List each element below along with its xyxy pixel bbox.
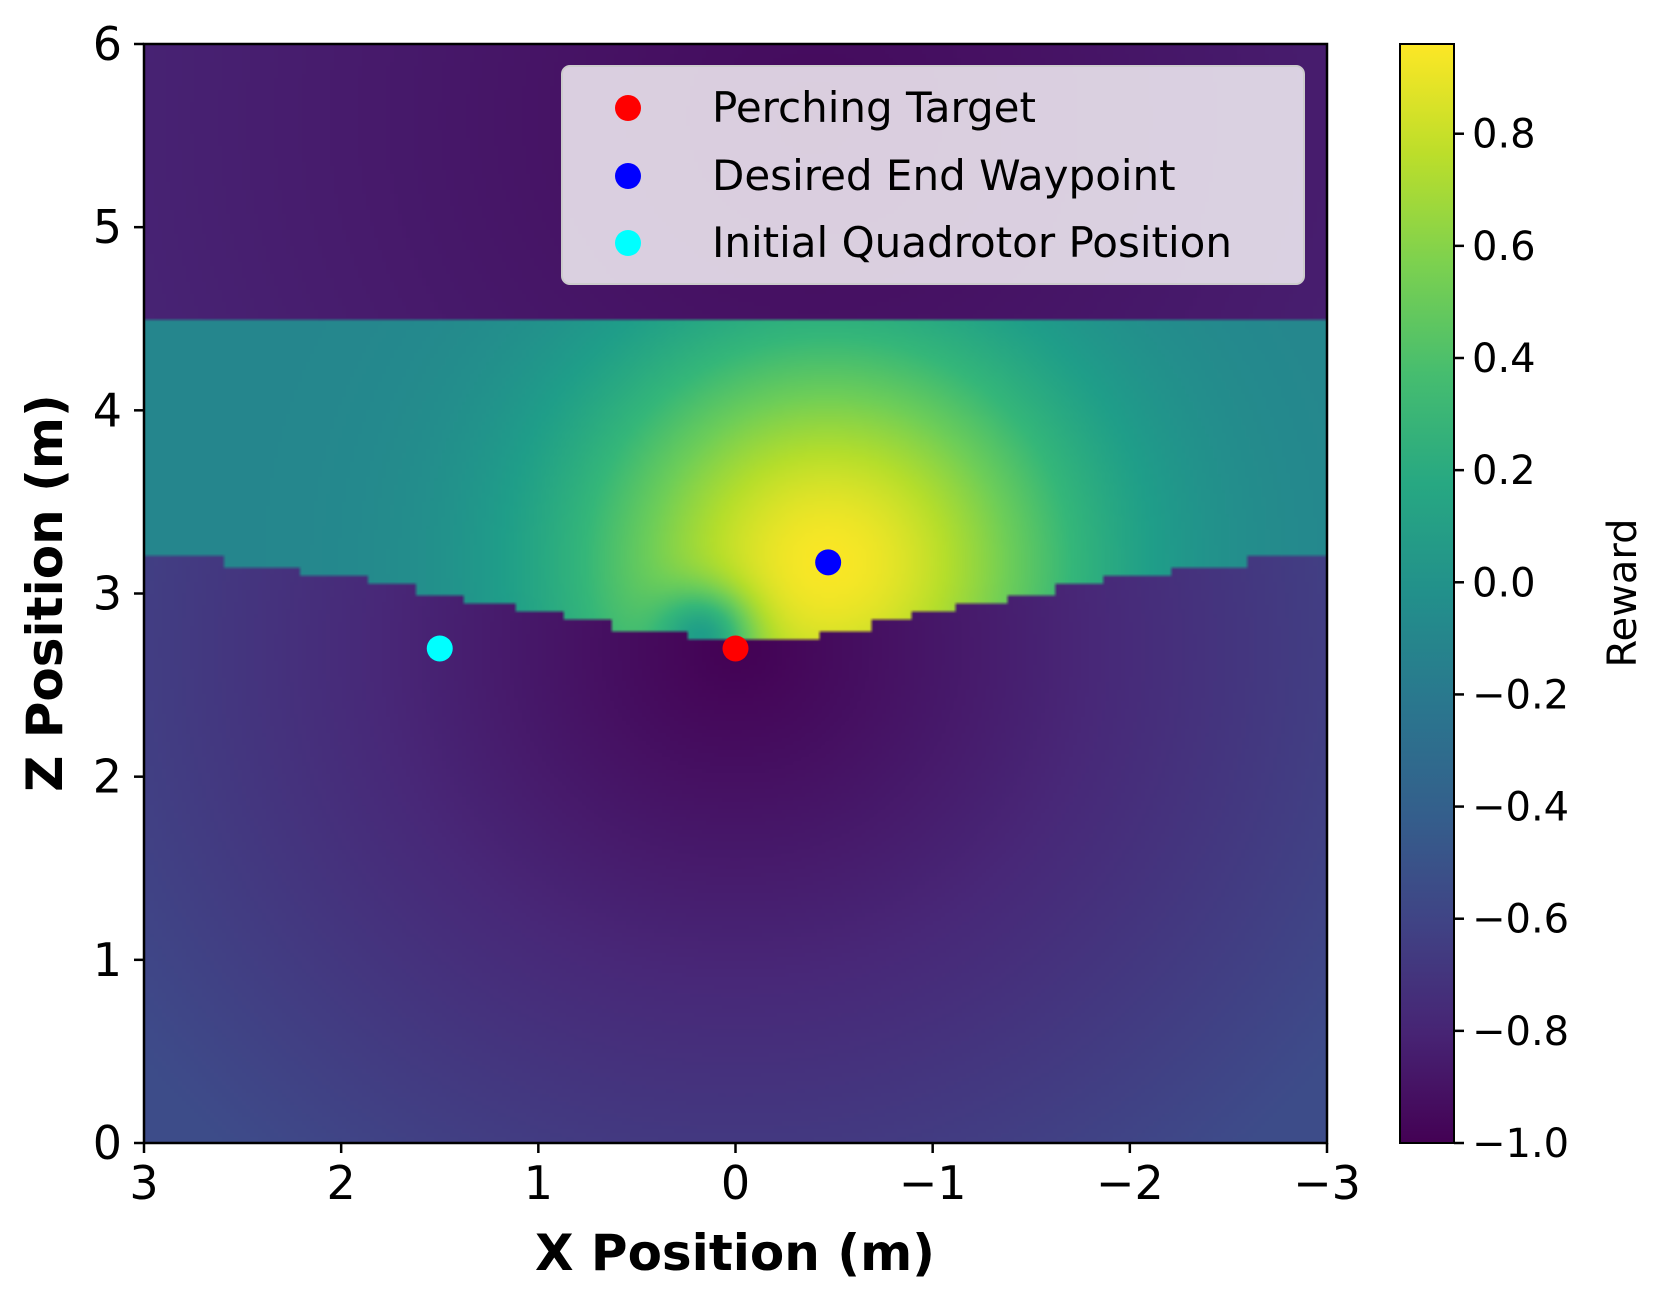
x-tick-label: 1 bbox=[524, 1156, 553, 1210]
marker-desired-end-waypoint bbox=[815, 549, 842, 576]
marker-initial-quadrotor-position bbox=[426, 635, 453, 662]
x-tick-label: −1 bbox=[899, 1156, 967, 1210]
colorbar-tick-label: −0.8 bbox=[1472, 1009, 1569, 1055]
colorbar: −1.0 −0.8 −0.6 −0.4 −0.2 0.0 0.2 0.4 0.6 0.8 Rewa… bbox=[1399, 43, 1646, 1167]
y-tick-label: 3 bbox=[93, 567, 122, 621]
x-tick-label: 3 bbox=[129, 1156, 158, 1210]
colorbar-tick-label: −1.0 bbox=[1472, 1121, 1569, 1167]
colorbar-tick-label: 0.4 bbox=[1472, 336, 1536, 382]
colorbar-tick-label: 0.2 bbox=[1472, 448, 1536, 494]
y-tick-label: 6 bbox=[93, 17, 122, 71]
y-axis-title: Z Position (m) bbox=[16, 394, 74, 792]
x-tick-label: 2 bbox=[327, 1156, 356, 1210]
legend-marker-perching-target bbox=[615, 95, 641, 121]
colorbar-tick-label: −0.4 bbox=[1472, 785, 1569, 831]
legend-marker-desired-end-waypoint bbox=[615, 163, 641, 189]
x-axis-title: X Position (m) bbox=[535, 1224, 935, 1282]
legend-marker-initial-quadrotor-position bbox=[615, 230, 641, 256]
colorbar-gradient bbox=[1399, 43, 1455, 1144]
marker-perching-target bbox=[722, 635, 749, 662]
y-tick-label: 0 bbox=[93, 1116, 122, 1170]
y-axis: 0 1 2 3 4 5 6 bbox=[93, 17, 144, 1170]
x-tick-label: −2 bbox=[1096, 1156, 1164, 1210]
y-tick-label: 5 bbox=[93, 200, 122, 254]
colorbar-tick-label: 0.6 bbox=[1472, 224, 1536, 270]
x-tick-label: 0 bbox=[721, 1156, 750, 1210]
legend-label-perching-target: Perching Target bbox=[712, 83, 1036, 132]
legend-label-desired-end-waypoint: Desired End Waypoint bbox=[712, 151, 1176, 200]
y-tick-label: 1 bbox=[93, 933, 122, 987]
colorbar-tick-label: 0.0 bbox=[1472, 560, 1536, 606]
colorbar-ticks: −1.0 −0.8 −0.6 −0.4 −0.2 0.0 0.2 0.4 0.6 0.8 bbox=[1454, 112, 1569, 1167]
marker-layer bbox=[426, 549, 842, 662]
legend-label-initial-quadrotor-position: Initial Quadrotor Position bbox=[712, 218, 1232, 267]
colorbar-title: Reward bbox=[1600, 519, 1646, 668]
colorbar-tick-label: −0.6 bbox=[1472, 897, 1569, 943]
colorbar-tick-label: −0.2 bbox=[1472, 672, 1569, 718]
colorbar-tick-label: 0.8 bbox=[1472, 112, 1536, 158]
x-axis: 3 2 1 0 −1 −2 −3 bbox=[129, 1143, 1361, 1210]
legend-box bbox=[561, 65, 1305, 285]
y-tick-label: 2 bbox=[93, 750, 122, 804]
y-tick-label: 4 bbox=[93, 383, 122, 437]
x-tick-label: −3 bbox=[1293, 1156, 1361, 1210]
legend: Perching Target Desired End Waypoint Ini… bbox=[561, 65, 1305, 285]
